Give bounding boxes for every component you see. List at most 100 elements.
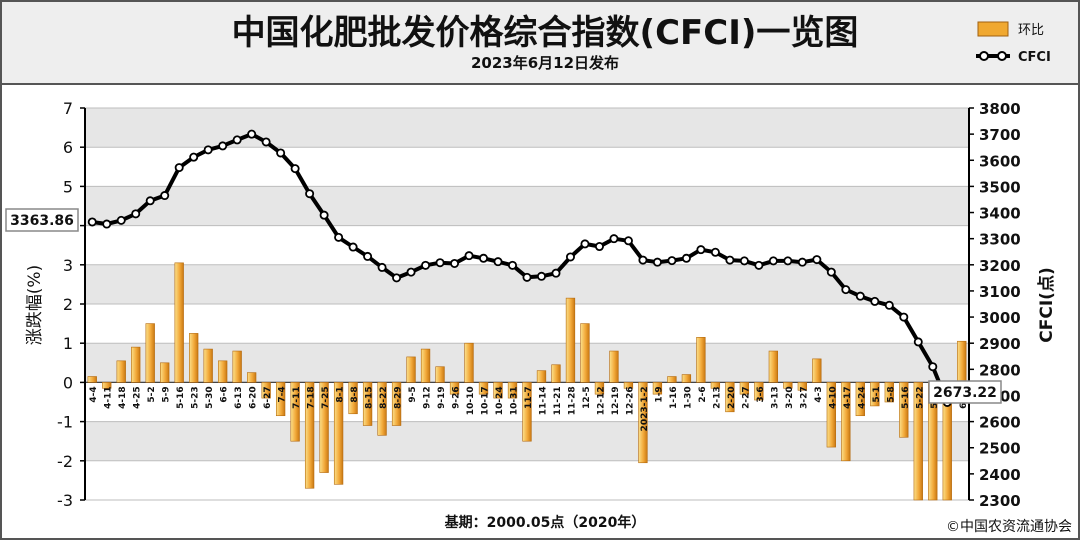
x-tick-label: 9-5 <box>408 386 418 402</box>
x-tick-label: 1-16 <box>669 386 679 409</box>
bar-6-20 <box>247 372 257 383</box>
cfci-point-5-30 <box>203 145 213 155</box>
cfci-point-7-11 <box>290 164 300 174</box>
cfci-point-6-13 <box>232 135 242 145</box>
bar-11-7 <box>522 382 532 442</box>
right-tick-label: 2600 <box>979 414 1021 432</box>
cfci-point-11-7 <box>522 272 532 282</box>
end-callout-value: 2673.22 <box>933 385 997 401</box>
bar-1-30 <box>681 374 692 383</box>
bar-12-26 <box>623 382 634 389</box>
x-tick-label: 1-9 <box>654 386 664 402</box>
x-tick-label: 11-14 <box>538 386 548 415</box>
bar-3-6 <box>754 382 764 401</box>
left-tick-label: 5 <box>63 177 73 196</box>
header-band <box>2 2 1078 84</box>
x-tick-label: 7-11 <box>292 386 302 409</box>
cfci-point-5-16 <box>899 312 909 322</box>
x-tick-label: 8-29 <box>394 386 404 409</box>
cfci-point-3-27 <box>797 257 807 267</box>
right-tick-label: 3700 <box>979 126 1021 144</box>
bar-6-13 <box>232 350 242 383</box>
bar-2-20 <box>725 382 735 413</box>
cfci-point-5-9 <box>160 191 170 201</box>
cfci-point-6-6 <box>218 141 228 151</box>
left-tick-label: 6 <box>63 138 73 157</box>
bar-3-20 <box>783 382 793 389</box>
cfci-point-9-5 <box>406 267 416 277</box>
bar-8-1 <box>333 382 344 485</box>
left-tick-label: 1 <box>63 334 73 353</box>
bar-5-9 <box>160 362 170 383</box>
cfci-point-5-23 <box>189 152 199 162</box>
cfci-point-5-29 <box>928 362 938 372</box>
cfci-point-9-19 <box>435 258 445 268</box>
bar-9-12 <box>420 348 431 383</box>
right-tick-label: 2900 <box>979 335 1021 353</box>
bar-4-3 <box>812 358 822 383</box>
x-tick-label: 2023-1-2 <box>640 386 650 431</box>
x-tick-label: 9-12 <box>423 386 433 409</box>
cfci-point-8-15 <box>363 251 373 261</box>
bar-5-1 <box>870 382 880 407</box>
x-tick-label: 6-20 <box>249 386 259 409</box>
bar-6-6 <box>218 360 228 383</box>
bar-7-4 <box>275 382 286 417</box>
cfci-point-9-12 <box>421 260 431 270</box>
x-tick-label: 4-10 <box>828 386 838 409</box>
bar-7-18 <box>304 382 315 489</box>
bar-5-22 <box>913 382 923 501</box>
base-note: 基期：2000.05点（2020年） <box>445 514 646 531</box>
x-tick-label: 3-27 <box>799 386 809 409</box>
cfci-point-3-13 <box>768 256 778 266</box>
x-tick-label: 4-17 <box>843 386 853 409</box>
cfci-point-12-5 <box>580 239 590 249</box>
legend-bar-label: 环比 <box>1018 23 1044 38</box>
grid-band <box>85 186 969 226</box>
y-right-label: CFCI(点) <box>1036 267 1057 342</box>
left-tick-label: 2 <box>63 295 73 314</box>
right-tick-label: 3200 <box>979 257 1021 275</box>
x-tick-label: 2-13 <box>712 386 722 409</box>
x-tick-label: 8-15 <box>365 386 375 409</box>
bar-5-2 <box>145 323 155 383</box>
bar-9-5 <box>406 356 416 383</box>
bar-11-14 <box>536 370 547 383</box>
cfci-point-8-1 <box>334 232 344 242</box>
legend-line-marker <box>979 51 989 61</box>
bar-2-6 <box>696 337 706 383</box>
bar-9-26 <box>449 382 460 395</box>
bar-8-22 <box>377 382 387 436</box>
start-callout: 3363.86 <box>5 208 79 232</box>
right-tick-label: 3000 <box>979 309 1021 327</box>
cfci-point-8-22 <box>377 262 387 272</box>
right-tick-label: 2300 <box>979 492 1021 510</box>
x-tick-label: 4-4 <box>89 386 99 402</box>
cfci-point-2-6 <box>696 245 706 255</box>
bar-12-5 <box>580 323 590 383</box>
cfci-point-10-24 <box>493 257 503 267</box>
x-tick-label: 3-13 <box>770 386 780 409</box>
cfci-point-11-14 <box>536 271 546 281</box>
cfci-point-6-27 <box>261 137 271 147</box>
bar-8-29 <box>391 382 402 426</box>
right-tick-label: 3800 <box>979 100 1021 118</box>
x-tick-label: 10-24 <box>495 386 505 415</box>
bar-4-11 <box>102 382 112 389</box>
bar-6-27 <box>261 382 271 399</box>
bar-8-8 <box>348 382 358 415</box>
cfci-point-4-17 <box>841 285 851 295</box>
cfci-point-4-24 <box>855 291 865 301</box>
x-tick-label: 12-5 <box>582 386 592 409</box>
cfci-point-1-30 <box>681 253 691 263</box>
x-tick-label: 8-22 <box>379 386 389 409</box>
right-tick-label: 2800 <box>979 361 1021 379</box>
right-tick-label: 3100 <box>979 283 1021 301</box>
x-tick-label: 9-26 <box>452 386 462 409</box>
right-tick-label: 3400 <box>979 205 1021 223</box>
bar-7-25 <box>319 382 329 473</box>
x-tick-label: 2-20 <box>727 386 737 409</box>
x-tick-label: 5-16 <box>176 386 186 409</box>
bar-2-27 <box>739 382 750 395</box>
